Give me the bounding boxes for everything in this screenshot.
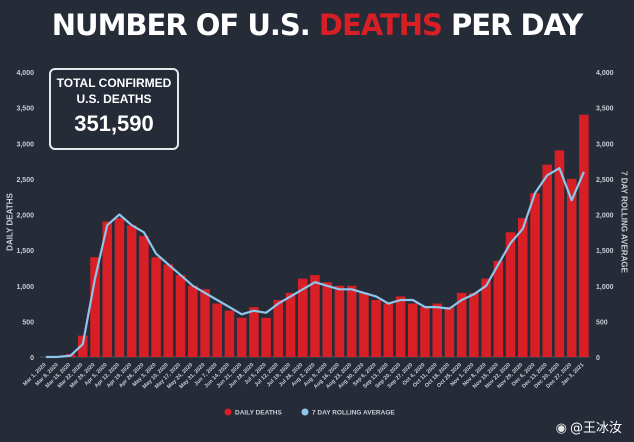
bar-daily-deaths — [530, 193, 540, 357]
bar-daily-deaths — [469, 292, 479, 357]
bar-daily-deaths — [236, 317, 247, 357]
y-tick-label-right: 1,500 — [596, 248, 614, 255]
legend-marker — [301, 408, 309, 416]
bar-daily-deaths — [371, 300, 381, 357]
bar-daily-deaths — [444, 307, 455, 357]
total-box-line-1: TOTAL CONFIRMED — [56, 76, 172, 90]
title-accent: DEATHS — [318, 8, 443, 42]
rolling-average-line — [46, 167, 585, 359]
bar-daily-deaths — [285, 292, 296, 357]
bar-daily-deaths — [408, 303, 418, 357]
bar-daily-deaths — [579, 114, 589, 357]
y-tick-label-left: 1,000 — [16, 284, 34, 291]
bar-daily-deaths — [493, 260, 504, 357]
bar-daily-deaths — [273, 300, 284, 357]
y-tick-label-left: 2,000 — [16, 213, 34, 220]
bar-daily-deaths — [359, 292, 369, 357]
bar-daily-deaths — [200, 289, 210, 357]
y-tick-label-right: 0 — [596, 355, 600, 362]
bar-daily-deaths — [139, 235, 149, 357]
bar-daily-deaths — [554, 150, 565, 357]
bar-daily-deaths — [346, 285, 357, 357]
bar-daily-deaths — [224, 310, 235, 357]
y-tick-label-right: 500 — [596, 319, 608, 326]
total-deaths-value: 351,590 — [74, 111, 154, 136]
y-tick-label-right: 4,000 — [596, 70, 614, 77]
bar-daily-deaths — [126, 225, 137, 357]
y-tick-label-left: 1,500 — [16, 248, 34, 255]
bar-daily-deaths — [481, 278, 491, 357]
weibo-icon: ◉ — [555, 421, 567, 436]
watermark: ◉ @王冰汝 — [556, 417, 622, 436]
bar-daily-deaths — [90, 257, 100, 357]
total-box-line-2: U.S. DEATHS — [76, 92, 152, 106]
bar-daily-deaths — [114, 218, 125, 357]
y-tick-label-left: 3,500 — [16, 106, 34, 113]
bar-daily-deaths — [188, 285, 198, 357]
y-tick-label-left: 500 — [22, 319, 34, 326]
watermark-text: @王冰汝 — [569, 421, 622, 436]
bar-daily-deaths — [432, 303, 442, 357]
total-deaths-box: TOTAL CONFIRMED U.S. DEATHS 351,590 — [49, 68, 179, 150]
bar-daily-deaths — [298, 278, 308, 357]
y-tick-label-right: 2,500 — [596, 177, 614, 184]
y-tick-label-right: 3,500 — [596, 106, 614, 113]
legend-marker — [224, 408, 232, 416]
bar-daily-deaths — [542, 164, 552, 357]
bar-daily-deaths — [102, 221, 112, 357]
bar-daily-deaths — [566, 178, 577, 357]
title-part-1: NUMBER OF U.S. — [51, 8, 319, 42]
bar-daily-deaths — [151, 257, 161, 357]
y-tick-label-right: 2,000 — [596, 213, 614, 220]
y-tick-label-right: 3,000 — [596, 141, 614, 148]
legend-label: 7 DAY ROLLING AVERAGE — [312, 410, 395, 417]
bar-daily-deaths — [322, 282, 332, 357]
y-tick-label-right: 1,000 — [596, 284, 614, 291]
bar-daily-deaths — [395, 296, 406, 357]
bar-daily-deaths — [518, 218, 528, 357]
bar-daily-deaths — [383, 303, 394, 357]
bar-daily-deaths — [456, 292, 467, 357]
chart-title: NUMBER OF U.S. DEATHS PER DAY — [0, 8, 634, 42]
bar-daily-deaths — [505, 232, 516, 357]
bar-daily-deaths — [163, 264, 174, 357]
legend-label: DAILY DEATHS — [235, 410, 282, 417]
bar-daily-deaths — [261, 317, 271, 357]
bar-daily-deaths — [175, 275, 186, 357]
bar-daily-deaths — [420, 307, 430, 357]
bar-daily-deaths — [334, 285, 345, 357]
bar-daily-deaths — [212, 303, 222, 357]
y-tick-label-left: 2,500 — [16, 177, 34, 184]
bar-daily-deaths — [78, 335, 88, 357]
title-part-2: PER DAY — [441, 8, 583, 42]
bar-daily-deaths — [310, 275, 320, 357]
y-tick-label-left: 4,000 — [16, 70, 34, 77]
y-tick-label-left: 0 — [30, 355, 34, 362]
bar-daily-deaths — [249, 307, 259, 357]
y-tick-label-left: 3,000 — [16, 141, 34, 148]
